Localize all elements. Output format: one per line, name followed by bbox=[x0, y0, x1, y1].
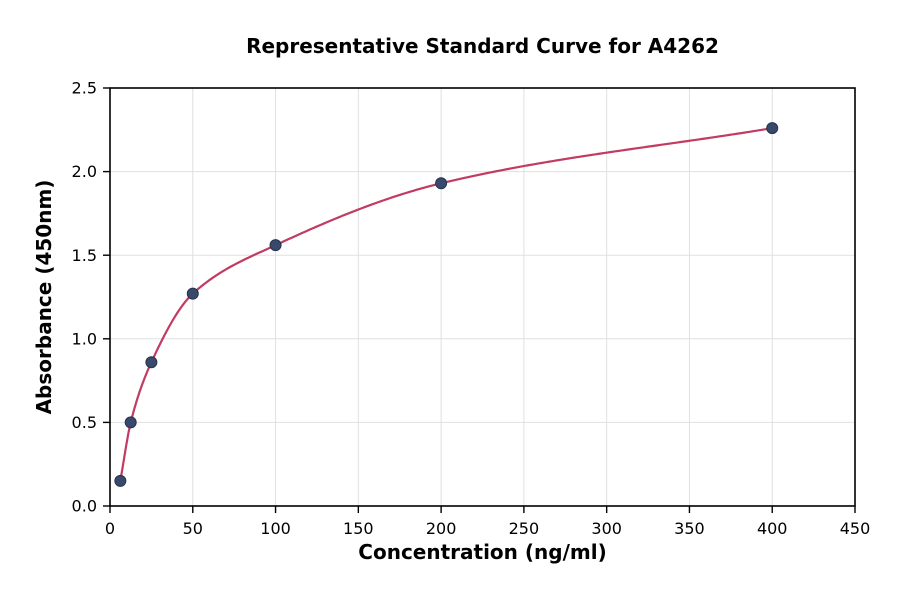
x-tick-label: 0 bbox=[105, 519, 115, 538]
y-tick-label: 2.0 bbox=[72, 162, 97, 181]
x-tick-label: 100 bbox=[260, 519, 291, 538]
x-tick-label: 250 bbox=[509, 519, 540, 538]
x-tick-label: 350 bbox=[674, 519, 705, 538]
data-point bbox=[124, 416, 137, 429]
data-point bbox=[269, 239, 282, 252]
chart-title: Representative Standard Curve for A4262 bbox=[246, 34, 719, 58]
x-tick-label: 400 bbox=[757, 519, 788, 538]
x-tick-label: 150 bbox=[343, 519, 374, 538]
x-tick-label: 300 bbox=[591, 519, 622, 538]
data-point bbox=[435, 177, 448, 190]
data-point bbox=[114, 474, 127, 487]
x-axis-label: Concentration (ng/ml) bbox=[358, 540, 607, 564]
x-tick-label: 200 bbox=[426, 519, 457, 538]
y-tick-label: 0.0 bbox=[72, 497, 97, 516]
y-tick-label: 1.5 bbox=[72, 246, 97, 265]
x-tick-label: 50 bbox=[183, 519, 203, 538]
plot-border bbox=[109, 87, 856, 507]
x-tick-label: 450 bbox=[840, 519, 871, 538]
y-tick-label: 0.5 bbox=[72, 413, 97, 432]
data-point bbox=[766, 122, 779, 135]
data-point bbox=[186, 287, 199, 300]
data-point bbox=[145, 356, 158, 369]
y-tick-label: 1.0 bbox=[72, 329, 97, 348]
y-tick-label: 2.5 bbox=[72, 79, 97, 98]
